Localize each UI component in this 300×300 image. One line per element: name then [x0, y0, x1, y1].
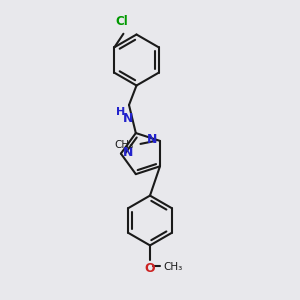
Text: H: H: [116, 106, 125, 117]
Text: CH₃: CH₃: [115, 140, 134, 150]
Text: CH₃: CH₃: [164, 262, 183, 272]
Text: N: N: [147, 133, 158, 146]
Text: N: N: [123, 112, 133, 124]
Text: Cl: Cl: [116, 15, 128, 28]
Text: N: N: [123, 146, 134, 159]
Text: O: O: [145, 262, 155, 275]
